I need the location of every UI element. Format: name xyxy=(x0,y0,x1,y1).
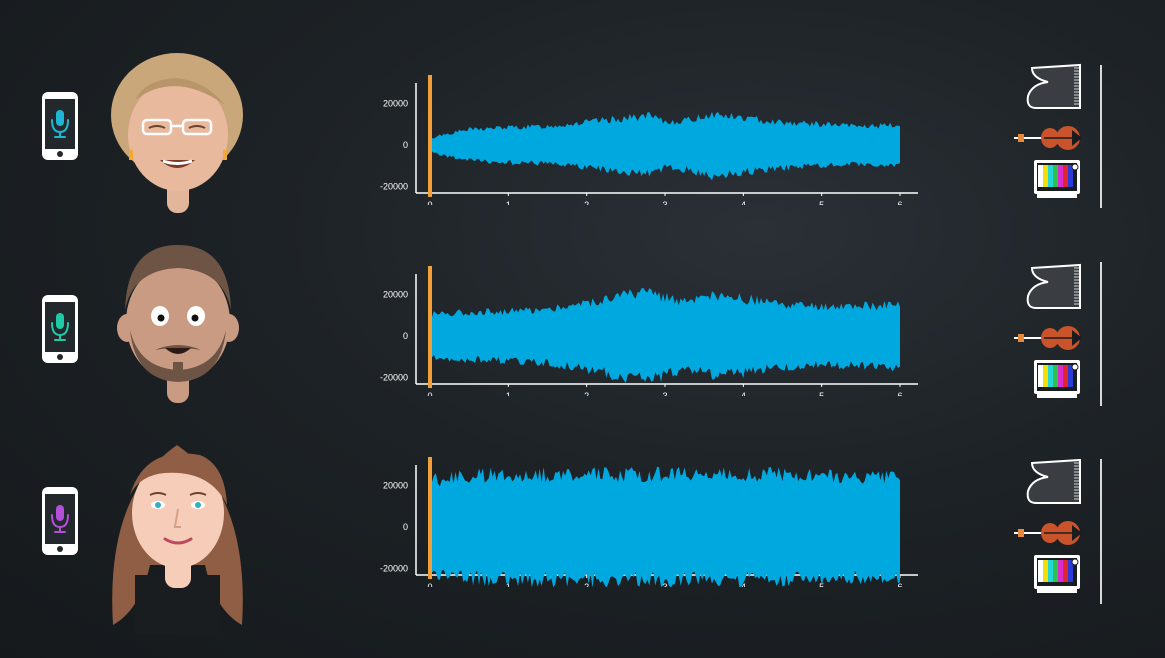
x-tick-label: 6 xyxy=(897,582,902,587)
divider-line-1 xyxy=(1100,65,1102,208)
divider-line-2 xyxy=(1100,262,1102,406)
y-tick-label: -20000 xyxy=(380,372,408,382)
y-tick-label: -20000 xyxy=(380,563,408,573)
waveform-chart-2: 20000 0 -20000 0 1 2 3 4 5 6 xyxy=(380,266,918,396)
grand-piano-icon xyxy=(1026,263,1081,309)
tv-static-icon xyxy=(1034,555,1080,593)
microphone-icon xyxy=(51,313,69,341)
mic-capsule xyxy=(56,313,64,329)
waveform-area xyxy=(430,466,900,587)
grand-piano-icon xyxy=(1026,63,1081,109)
phone-microphone-icon xyxy=(42,295,78,363)
x-tick-label: 3 xyxy=(662,391,667,396)
grand-piano-icon xyxy=(1026,458,1081,504)
y-tick-label: 20000 xyxy=(383,99,408,109)
x-tick-label: 2 xyxy=(584,200,589,205)
phone-microphone-icon xyxy=(42,487,78,555)
x-tick-label: 2 xyxy=(584,391,589,396)
y-tick-label: 0 xyxy=(403,331,408,341)
x-tick-label: 5 xyxy=(819,391,824,396)
speaker-row-1: 20000 0 -20000 0 1 2 3 4 5 6 xyxy=(0,45,1165,245)
woman-glasses-avatar xyxy=(111,53,243,213)
x-tick-label: 2 xyxy=(584,582,589,587)
x-tick-label: 1 xyxy=(506,200,511,205)
y-tick-label: 20000 xyxy=(383,290,408,300)
microphone-icon xyxy=(51,505,69,533)
phone-microphone-icon xyxy=(42,92,78,160)
mic-capsule xyxy=(56,110,64,126)
x-tick-label: 0 xyxy=(427,391,432,396)
tv-static-icon xyxy=(1034,360,1080,398)
x-tick-label: 6 xyxy=(897,391,902,396)
violin-icon xyxy=(1014,521,1082,545)
mic-capsule xyxy=(56,505,64,521)
violin-icon xyxy=(1014,126,1082,150)
instrument-icons-2 xyxy=(1014,263,1082,398)
tv-static-icon xyxy=(1034,160,1080,198)
y-tick-label: 0 xyxy=(403,522,408,532)
violin-icon xyxy=(1014,326,1082,350)
x-tick-label: 5 xyxy=(819,200,824,205)
divider-line-3 xyxy=(1100,459,1102,604)
waveform-area xyxy=(430,288,900,383)
long-hair-woman-avatar xyxy=(112,445,243,635)
y-tick-label: -20000 xyxy=(380,181,408,191)
x-tick-label: 4 xyxy=(741,200,746,205)
x-tick-label: 0 xyxy=(427,582,432,587)
speaker-row-2: 20000 0 -20000 0 1 2 3 4 5 6 xyxy=(0,240,1165,440)
y-tick-label: 0 xyxy=(403,140,408,150)
x-tick-label: 0 xyxy=(427,200,432,205)
x-tick-label: 6 xyxy=(897,200,902,205)
x-tick-label: 3 xyxy=(662,582,667,587)
x-tick-label: 4 xyxy=(741,391,746,396)
instrument-icons-3 xyxy=(1014,458,1082,593)
microphone-icon xyxy=(51,110,69,138)
x-tick-label: 4 xyxy=(741,582,746,587)
instrument-icons-1 xyxy=(1014,63,1082,198)
x-tick-label: 1 xyxy=(506,391,511,396)
x-tick-label: 3 xyxy=(662,200,667,205)
y-tick-label: 20000 xyxy=(383,481,408,491)
waveform-chart-1: 20000 0 -20000 0 1 2 3 4 5 6 xyxy=(380,75,918,205)
waveform-area xyxy=(430,111,900,181)
bearded-man-avatar xyxy=(117,245,239,403)
